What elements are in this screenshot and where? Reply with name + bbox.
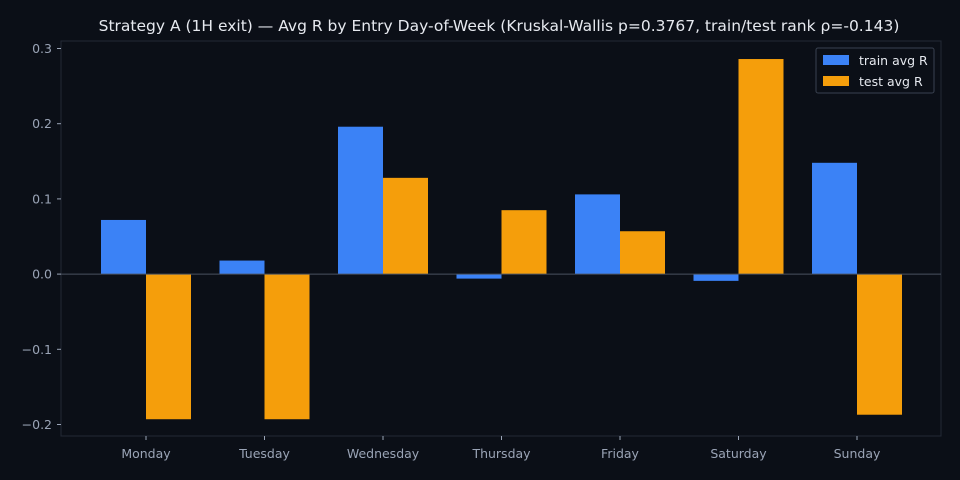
x-tick-label: Friday (601, 446, 639, 461)
bar-train-saturday (693, 274, 739, 281)
legend: train avg R test avg R (815, 47, 935, 94)
bar-test-friday (620, 231, 665, 275)
y-tick-label: 0.3 (32, 41, 52, 56)
legend-swatch-test (823, 76, 849, 86)
bar-train-wednesday (338, 126, 383, 275)
bar-train-sunday (812, 162, 857, 275)
bar-test-wednesday (383, 177, 428, 275)
bars-group (101, 59, 902, 420)
bar-train-monday (101, 219, 146, 275)
bar-test-sunday (857, 274, 902, 415)
bar-test-thursday (501, 210, 547, 275)
x-tick-label: Thursday (471, 446, 531, 461)
y-tick-label: −0.2 (22, 417, 52, 432)
bar-train-tuesday (219, 260, 265, 275)
y-tick-label: 0.0 (32, 267, 52, 282)
bar-train-friday (575, 194, 620, 275)
chart-title: Strategy A (1H exit) — Avg R by Entry Da… (99, 17, 900, 35)
bar-train-thursday (456, 274, 502, 279)
x-tick-label: Saturday (710, 446, 767, 461)
x-tick-label: Sunday (834, 446, 881, 461)
y-axis: −0.2 −0.1 0.0 0.1 0.2 0.3 (22, 41, 61, 432)
x-tick-label: Tuesday (238, 446, 290, 461)
y-tick-label: 0.1 (32, 191, 52, 206)
legend-label: train avg R (859, 53, 928, 68)
bar-test-monday (146, 274, 191, 420)
legend-swatch-train (823, 55, 849, 65)
legend-label: test avg R (859, 74, 923, 89)
x-tick-label: Monday (121, 446, 171, 461)
y-tick-label: 0.2 (32, 116, 52, 131)
bar-test-saturday (738, 59, 784, 275)
bar-test-tuesday (264, 274, 310, 420)
x-axis: Monday Tuesday Wednesday Thursday Friday Satu… (121, 436, 881, 461)
y-tick-label: −0.1 (22, 342, 52, 357)
x-tick-label: Wednesday (347, 446, 420, 461)
